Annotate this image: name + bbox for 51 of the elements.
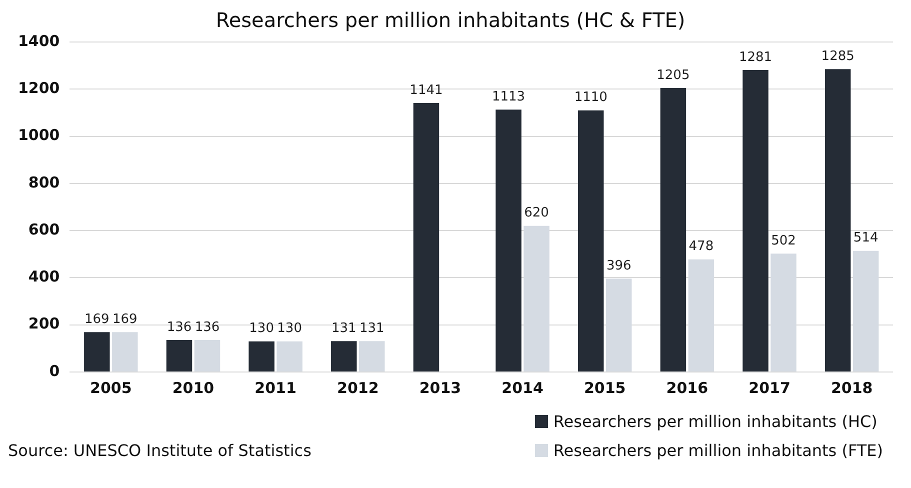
data-label: 502 xyxy=(771,234,796,249)
data-label: 136 xyxy=(166,320,192,335)
data-label: 169 xyxy=(112,312,138,328)
x-tick-label: 2013 xyxy=(419,378,462,397)
bar xyxy=(413,103,440,372)
x-tick-label: 2010 xyxy=(172,378,214,397)
bar xyxy=(660,88,686,372)
data-label: 1285 xyxy=(821,48,854,64)
data-label: 1205 xyxy=(656,68,690,83)
bar xyxy=(84,332,110,372)
data-label: 1281 xyxy=(738,50,772,65)
x-tick-label: 2018 xyxy=(830,378,873,397)
data-label: 1113 xyxy=(492,90,526,105)
x-tick-label: 2015 xyxy=(584,378,626,397)
data-label: 169 xyxy=(84,312,110,328)
data-label: 620 xyxy=(524,206,549,221)
data-label: 130 xyxy=(277,321,302,336)
x-tick-label: 2014 xyxy=(502,378,544,397)
x-tick-label: 2012 xyxy=(337,378,379,397)
y-tick-label: 1000 xyxy=(18,126,60,144)
bar xyxy=(578,110,604,372)
y-tick-label: 200 xyxy=(28,314,60,333)
chart-title: Researchers per million inhabitants (HC & FTE) xyxy=(216,8,686,32)
x-tick-label: 2016 xyxy=(666,378,708,397)
y-tick-label: 1200 xyxy=(18,79,60,98)
data-label: 131 xyxy=(359,320,384,336)
bar xyxy=(248,341,274,372)
y-tick-label: 400 xyxy=(28,268,60,286)
legend-label: Researchers per million inhabitants (FTE) xyxy=(553,441,883,460)
y-tick-label: 1400 xyxy=(18,32,60,50)
legend-label: Researchers per million inhabitants (HC) xyxy=(553,412,878,431)
data-label: 1141 xyxy=(410,82,443,98)
data-label: 136 xyxy=(194,320,220,335)
data-label: 478 xyxy=(688,239,714,254)
x-tick-label: 2005 xyxy=(90,378,132,397)
y-tick-label: 0 xyxy=(49,362,60,380)
bar xyxy=(742,70,768,372)
data-label: 514 xyxy=(853,230,878,246)
source-note: Source: UNESCO Institute of Statistics xyxy=(8,441,312,460)
bar xyxy=(331,341,357,372)
y-tick-label: 600 xyxy=(28,220,60,238)
x-tick-label: 2017 xyxy=(748,378,790,397)
data-label: 130 xyxy=(249,321,274,336)
bar xyxy=(496,110,522,372)
bar xyxy=(166,340,192,372)
x-tick-label: 2011 xyxy=(254,378,296,397)
data-label: 1110 xyxy=(574,90,608,106)
data-label: 396 xyxy=(606,258,632,274)
bar xyxy=(824,69,851,372)
data-label: 131 xyxy=(331,320,356,336)
y-tick-label: 800 xyxy=(28,173,60,192)
